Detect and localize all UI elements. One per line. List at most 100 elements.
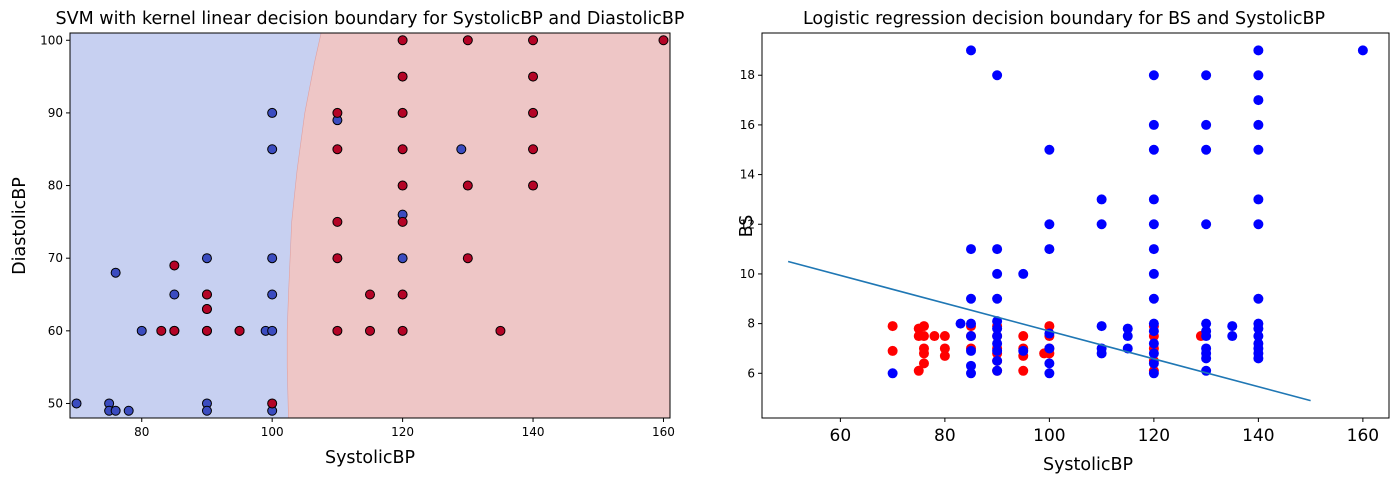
- logreg-point-class-1: [1122, 331, 1133, 342]
- logreg-point-class-0: [918, 348, 929, 359]
- logreg-point-class-1: [1096, 194, 1107, 205]
- svm-point-class-1: [528, 144, 539, 155]
- logreg-x-tick-label: 140: [1242, 426, 1274, 446]
- logreg-point-class-1: [966, 360, 976, 371]
- svm-point-class-1: [658, 35, 669, 46]
- svm-point-class-1: [201, 325, 212, 336]
- svm-point-class-1: [332, 107, 343, 118]
- logreg-point-class-1: [966, 345, 976, 356]
- logreg-point-class-1: [966, 318, 976, 329]
- svm-chart-title: SVM with kernel linear decision boundary…: [56, 9, 685, 29]
- svm-point-class-1: [332, 216, 343, 227]
- logreg-point-class-1: [1253, 144, 1264, 155]
- logreg-plot-frame: [761, 32, 1390, 419]
- svm-point-class-1: [462, 35, 473, 46]
- svm-point-class-1: [528, 35, 539, 46]
- logreg-point-class-1: [992, 331, 1003, 342]
- svm-x-axis-label: SystolicBP: [325, 448, 415, 468]
- logreg-point-class-1: [1148, 368, 1159, 379]
- logreg-point-class-0: [1044, 321, 1055, 332]
- logreg-point-class-0: [939, 331, 950, 342]
- svm-point-class-0: [201, 253, 212, 264]
- logreg-y-axis-label: BS: [737, 215, 757, 238]
- svm-point-class-0: [110, 267, 121, 278]
- svm-point-class-0: [267, 144, 278, 155]
- logreg-point-class-0: [918, 358, 929, 369]
- svm-point-class-1: [462, 253, 473, 264]
- logreg-point-class-1: [1096, 348, 1107, 359]
- logreg-point-class-1: [992, 365, 1003, 376]
- logreg-chart-title: Logistic regression decision boundary fo…: [803, 9, 1325, 29]
- logreg-point-class-0: [929, 331, 940, 342]
- logreg-y-tick-label: 6: [747, 366, 755, 380]
- svm-point-class-1: [201, 289, 212, 300]
- svm-point-class-0: [123, 405, 134, 416]
- svm-x-tick-label: 140: [522, 425, 545, 439]
- logreg-point-class-1: [966, 368, 976, 379]
- svm-point-class-1: [365, 289, 375, 300]
- logreg-point-class-1: [1253, 323, 1264, 334]
- svm-point-class-1: [397, 35, 408, 46]
- logreg-y-tick-label: 10: [740, 267, 755, 281]
- logreg-point-class-1: [1253, 119, 1264, 130]
- logreg-point-class-1: [1201, 119, 1212, 130]
- logreg-point-class-0: [1018, 331, 1029, 342]
- svm-point-class-1: [201, 304, 212, 315]
- logreg-point-class-1: [1148, 358, 1159, 369]
- logreg-point-class-1: [966, 244, 976, 255]
- svm-point-class-1: [462, 180, 473, 191]
- logreg-point-class-1: [966, 331, 976, 342]
- logreg-point-class-1: [1044, 368, 1055, 379]
- svm-point-class-1: [397, 144, 408, 155]
- svm-x-tick-label: 100: [261, 425, 284, 439]
- logreg-y-axis: 6 8 10 12 14 16 18: [740, 68, 762, 380]
- logreg-y-tick-label: 8: [747, 317, 755, 331]
- logreg-point-class-0: [887, 345, 898, 356]
- logreg-point-class-1: [1201, 70, 1212, 81]
- logreg-point-class-1: [992, 293, 1003, 304]
- logreg-point-class-1: [1253, 353, 1264, 364]
- logreg-point-class-1: [955, 318, 966, 329]
- logreg-point-class-0: [887, 321, 898, 332]
- svm-y-tick-label: 80: [48, 179, 63, 193]
- svm-subplot: SVM with kernel linear decision boundary…: [10, 9, 684, 468]
- svm-point-class-0: [201, 405, 212, 416]
- svm-point-class-1: [169, 325, 180, 336]
- svm-y-tick-label: 90: [48, 106, 63, 120]
- logreg-x-tick-label: 80: [934, 426, 956, 446]
- logreg-point-class-1: [1044, 343, 1055, 354]
- svm-x-tick-label: 120: [391, 425, 414, 439]
- logreg-x-tick-label: 160: [1347, 426, 1379, 446]
- logreg-point-class-1: [1201, 219, 1212, 230]
- svm-decision-regions: [70, 32, 671, 419]
- logreg-y-tick-label: 16: [740, 118, 755, 132]
- svm-plot-frame: [69, 32, 671, 419]
- logreg-point-class-1: [1148, 144, 1159, 155]
- logreg-point-class-1: [1044, 219, 1055, 230]
- svm-y-tick-label: 100: [40, 33, 63, 47]
- logreg-point-class-1: [1253, 331, 1264, 342]
- logreg-point-class-1: [1018, 345, 1029, 356]
- svm-point-class-0: [136, 325, 147, 336]
- logreg-point-class-1: [992, 355, 1003, 366]
- logreg-y-tick-label: 18: [740, 68, 755, 82]
- logreg-point-class-1: [1201, 331, 1212, 342]
- logreg-point-class-1: [1253, 194, 1264, 205]
- svm-point-class-1: [397, 289, 408, 300]
- logreg-point-class-1: [1096, 321, 1107, 332]
- logreg-point-class-1: [1044, 144, 1055, 155]
- svm-y-tick-label: 50: [48, 396, 63, 410]
- svm-point-class-1: [267, 398, 278, 409]
- svm-point-class-0: [71, 398, 82, 409]
- logreg-subplot: Logistic regression decision boundary fo…: [737, 9, 1390, 475]
- svm-point-class-1: [397, 71, 408, 82]
- logreg-x-axis: 60 80 100 120 140 160: [830, 418, 1379, 446]
- logreg-point-class-1: [1044, 358, 1055, 369]
- svm-point-class-1: [156, 325, 167, 336]
- logreg-point-class-0: [1018, 365, 1029, 376]
- logreg-point-class-1: [1201, 318, 1212, 329]
- svm-point-class-0: [267, 289, 278, 300]
- svm-point-class-0: [267, 325, 278, 336]
- logreg-point-class-1: [1148, 244, 1159, 255]
- svm-x-tick-label: 80: [134, 425, 149, 439]
